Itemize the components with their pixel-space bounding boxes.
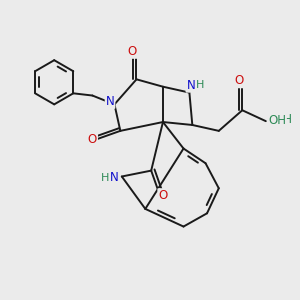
Text: N: N: [110, 172, 119, 184]
Text: N: N: [106, 95, 114, 108]
Text: N: N: [187, 79, 195, 92]
Text: OH: OH: [268, 114, 286, 127]
Text: O: O: [128, 45, 137, 58]
Text: H: H: [196, 80, 205, 90]
Text: OH: OH: [274, 113, 292, 126]
Text: O: O: [235, 74, 244, 87]
Text: O: O: [158, 189, 168, 202]
Text: O: O: [88, 133, 97, 146]
Text: H: H: [100, 173, 109, 183]
